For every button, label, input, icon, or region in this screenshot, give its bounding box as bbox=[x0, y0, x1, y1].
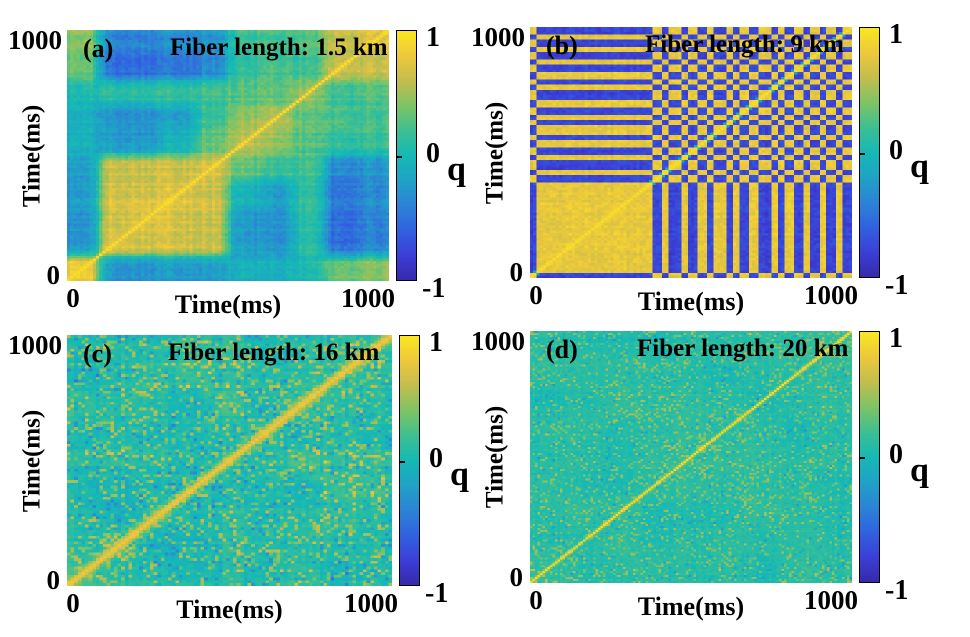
x-tick-max-c: 1000 bbox=[344, 588, 398, 618]
y-tick-max-d: 1000 bbox=[471, 326, 525, 356]
y-tick-min-d: 0 bbox=[509, 562, 524, 592]
colorbar-c-tick-neg1: -1 bbox=[425, 578, 449, 609]
colorbar-a-tick-1: 1 bbox=[426, 22, 440, 53]
panel-title-c: Fiber length: 16 km bbox=[168, 339, 380, 366]
colorbar-c: 1 0 q -1 bbox=[399, 329, 469, 608]
y-axis-label-a: Time(ms) bbox=[18, 104, 46, 207]
panel-label-b: (b) bbox=[546, 31, 578, 60]
x-axis-label-c: Time(ms) bbox=[176, 595, 283, 624]
colorbar-b-gradient bbox=[859, 27, 880, 278]
colorbar-a: 1 0 q -1 bbox=[396, 24, 466, 303]
y-tick-max-a: 1000 bbox=[8, 25, 62, 55]
y-tick-max-b: 1000 bbox=[471, 22, 525, 52]
colorbar-b-tick-neg1: -1 bbox=[885, 270, 909, 301]
panel-b: (b) Fiber length: 9 km 1000 0 Time(ms) 0… bbox=[471, 21, 929, 315]
colorbar-b: 1 0 q -1 bbox=[859, 21, 929, 300]
heatmap-a-canvas bbox=[67, 30, 389, 281]
colorbar-b-label: q bbox=[910, 147, 929, 185]
x-tick-min-a: 0 bbox=[66, 283, 80, 313]
y-tick-max-c: 1000 bbox=[8, 330, 62, 360]
colorbar-d-label: q bbox=[910, 452, 929, 489]
x-tick-max-b: 1000 bbox=[804, 280, 858, 310]
panel-c: (c) Fiber length: 16 km 1000 0 Time(ms) … bbox=[8, 329, 469, 623]
colorbar-a-tick-neg1: -1 bbox=[422, 273, 446, 304]
colorbar-d-tick-neg1: -1 bbox=[885, 575, 909, 606]
panel-title-a: Fiber length: 1.5 km bbox=[170, 34, 388, 61]
colorbar-a-label: q bbox=[447, 150, 466, 188]
colorbar-d-tick-1: 1 bbox=[889, 323, 903, 354]
colorbar-a-tick-0: 0 bbox=[426, 137, 440, 169]
panel-a: (a) Fiber length: 1.5 km 1000 0 Time(ms)… bbox=[8, 24, 466, 318]
colorbar-b-mid-tick bbox=[860, 152, 865, 155]
colorbar-d-gradient bbox=[859, 331, 880, 583]
y-tick-min-c: 0 bbox=[46, 565, 61, 595]
x-axis-label-b: Time(ms) bbox=[637, 287, 745, 316]
panel-label-d: (d) bbox=[546, 335, 578, 364]
colorbar-c-tick-0: 0 bbox=[429, 442, 443, 474]
x-tick-max-a: 1000 bbox=[341, 283, 395, 313]
panel-d: (d) Fiber length: 20 km 1000 0 Time(ms) … bbox=[471, 325, 929, 620]
heatmap-c-canvas bbox=[67, 335, 392, 586]
x-axis-label-d: Time(ms) bbox=[637, 592, 745, 621]
y-tick-min-b: 0 bbox=[509, 257, 524, 287]
heatmap-b-canvas bbox=[530, 27, 852, 278]
x-tick-min-b: 0 bbox=[529, 280, 543, 310]
colorbar-d: 1 0 q -1 bbox=[859, 325, 929, 605]
colorbar-c-tick-1: 1 bbox=[429, 327, 443, 358]
colorbar-b-tick-0: 0 bbox=[889, 134, 903, 166]
colorbar-b-tick-1: 1 bbox=[889, 19, 903, 50]
y-tick-min-a: 0 bbox=[46, 260, 61, 290]
colorbar-c-label: q bbox=[450, 455, 469, 493]
x-axis-label-a: Time(ms) bbox=[174, 290, 282, 319]
x-tick-max-d: 1000 bbox=[804, 585, 858, 615]
colorbar-a-gradient bbox=[396, 30, 417, 281]
colorbar-d-tick-0: 0 bbox=[889, 438, 903, 470]
y-axis-label-b: Time(ms) bbox=[481, 101, 509, 204]
heatmap-d-canvas bbox=[530, 331, 852, 583]
colorbar-c-gradient bbox=[399, 335, 420, 586]
y-axis-label-c: Time(ms) bbox=[18, 409, 46, 512]
colorbar-d-mid-tick bbox=[860, 457, 865, 459]
panel-title-b: Fiber length: 9 km bbox=[645, 31, 844, 58]
y-axis-label-d: Time(ms) bbox=[481, 405, 509, 509]
colorbar-c-mid-tick bbox=[400, 460, 405, 463]
x-tick-min-c: 0 bbox=[66, 588, 80, 618]
colorbar-a-mid-tick bbox=[397, 155, 402, 158]
panel-label-c: (c) bbox=[83, 339, 112, 368]
panel-title-d: Fiber length: 20 km bbox=[637, 335, 849, 362]
x-tick-min-d: 0 bbox=[529, 585, 543, 615]
panel-label-a: (a) bbox=[83, 34, 114, 63]
